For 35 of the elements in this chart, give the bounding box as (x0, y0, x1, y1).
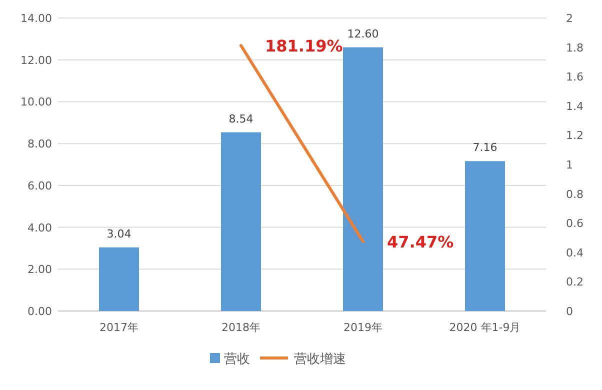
bar (99, 247, 139, 311)
y-tick-label: 6.00 (28, 179, 52, 192)
y-tick-label: 12.00 (20, 54, 52, 67)
bar (221, 132, 261, 311)
y-tick-label: 0.00 (28, 305, 52, 318)
y-tick-label: 14.00 (20, 12, 52, 25)
y2-tick-label: 1.4 (566, 100, 584, 113)
x-tick-label: 2019年 (344, 321, 382, 334)
y-tick-label: 4.00 (28, 221, 52, 234)
data-label: 181.19% (265, 36, 343, 56)
y2-tick-label: 1 (566, 158, 573, 172)
y2-tick-label: 1.2 (566, 129, 584, 142)
y2-tick-label: 1.6 (566, 70, 584, 84)
data-label: 7.16 (472, 141, 498, 154)
y2-tick-label: 1.8 (566, 41, 584, 54)
bar (465, 161, 505, 311)
y-tick-label: 8.00 (28, 138, 52, 151)
y2-tick-label: 0 (566, 305, 573, 318)
data-label: 47.47% (387, 232, 454, 252)
y2-tick-label: 0.8 (566, 188, 584, 201)
y2-tick-label: 0.6 (566, 217, 584, 230)
data-label: 3.04 (106, 227, 132, 240)
bar (343, 47, 383, 311)
y-tick-label: 10.00 (20, 96, 52, 109)
y2-tick-label: 0.2 (566, 276, 584, 289)
x-tick-label: 2017年 (100, 321, 138, 334)
data-label: 8.54 (228, 112, 254, 126)
data-label: 12.60 (347, 27, 379, 40)
legend-label: 营收 (224, 352, 250, 367)
y2-tick-label: 0.4 (566, 246, 584, 260)
x-tick-label: 2018年 (222, 321, 260, 334)
y2-tick-label: 2 (566, 12, 573, 25)
x-tick-label: 2020 年1-9月 (449, 321, 521, 334)
legend-label: 营收增速 (294, 352, 346, 367)
y-tick-label: 2.00 (28, 263, 52, 276)
